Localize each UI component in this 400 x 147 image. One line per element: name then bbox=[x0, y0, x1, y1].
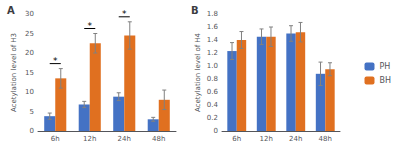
svg-text:12h: 12h bbox=[260, 135, 273, 143]
svg-text:1.0: 1.0 bbox=[207, 62, 218, 70]
svg-text:10: 10 bbox=[25, 88, 34, 96]
svg-text:0.6: 0.6 bbox=[207, 88, 219, 96]
svg-text:B: B bbox=[191, 5, 199, 16]
svg-text:0: 0 bbox=[214, 127, 218, 135]
svg-text:0.8: 0.8 bbox=[207, 75, 218, 83]
svg-text:PH: PH bbox=[379, 62, 390, 71]
svg-text:BH: BH bbox=[379, 76, 391, 85]
svg-text:0.4: 0.4 bbox=[207, 101, 219, 109]
svg-text:*: * bbox=[53, 56, 58, 66]
svg-text:Acetylation level of H4: Acetylation level of H4 bbox=[194, 32, 202, 112]
svg-text:15: 15 bbox=[25, 69, 34, 77]
svg-text:48h: 48h bbox=[319, 135, 332, 143]
svg-text:6h: 6h bbox=[232, 135, 241, 143]
svg-text:Acetylation level of H3: Acetylation level of H3 bbox=[10, 33, 18, 112]
svg-text:6h: 6h bbox=[51, 135, 60, 143]
svg-text:1.6: 1.6 bbox=[207, 23, 219, 31]
svg-text:5: 5 bbox=[30, 108, 34, 116]
svg-text:20: 20 bbox=[25, 49, 34, 57]
svg-text:25: 25 bbox=[25, 30, 34, 38]
svg-text:0.2: 0.2 bbox=[207, 114, 218, 122]
svg-text:*: * bbox=[88, 21, 93, 31]
svg-text:24h: 24h bbox=[289, 135, 302, 143]
svg-text:1.4: 1.4 bbox=[207, 36, 219, 44]
svg-text:12h: 12h bbox=[83, 135, 96, 143]
svg-text:A: A bbox=[7, 5, 15, 16]
svg-text:*: * bbox=[122, 9, 127, 19]
svg-text:30: 30 bbox=[25, 10, 34, 18]
svg-text:1.2: 1.2 bbox=[207, 49, 218, 57]
svg-text:24h: 24h bbox=[118, 135, 131, 143]
svg-text:1.8: 1.8 bbox=[207, 10, 218, 18]
svg-text:48h: 48h bbox=[152, 135, 165, 143]
svg-text:0: 0 bbox=[30, 127, 34, 135]
